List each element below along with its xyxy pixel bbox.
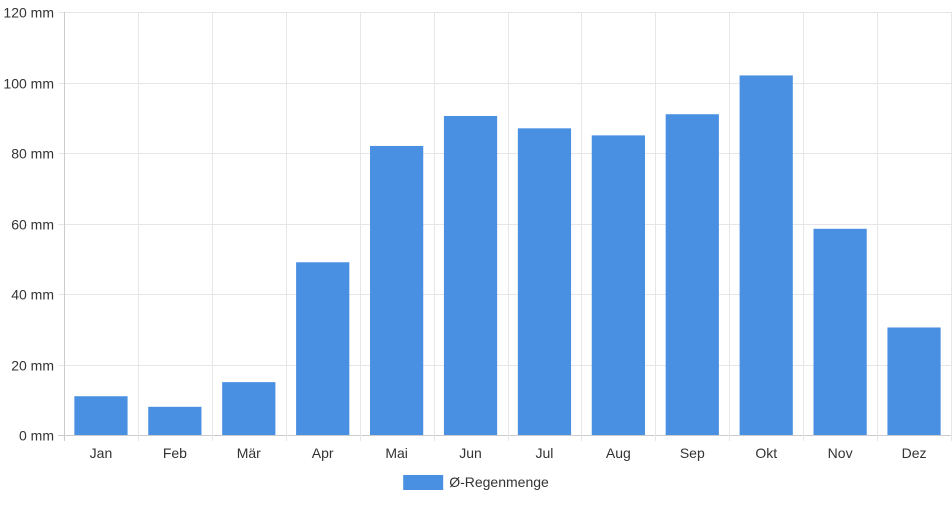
bar-Jul [517,128,572,435]
x-tick-label: Sep [680,445,705,461]
bar-Jan [74,396,128,435]
legend: Ø-Regenmenge [403,474,549,490]
bar-Feb [148,406,202,435]
bar-Mär [222,382,276,436]
x-tick-label: Aug [606,445,631,461]
x-tick-label: Mär [237,445,261,461]
x-tick-label: Apr [312,445,334,461]
bar-Aug [591,135,645,436]
x-tick-label: Dez [902,445,927,461]
axis-layer: 0 mm 20 mm 40 mm 60 mm 80 mm 100 mm 120 mm Jan F… [3,5,926,462]
x-tick-label: Mai [385,445,408,461]
legend-label: Ø-Regenmenge [449,474,549,490]
bar-Mai [370,145,424,435]
bar-Nov [813,228,867,435]
grid-layer [58,12,952,441]
y-tick-label: 120 mm [3,5,54,21]
legend-swatch [403,475,444,490]
x-tick-label: Okt [755,445,777,461]
x-tick-label: Jul [536,445,554,461]
bars-layer [74,75,941,436]
y-tick-label: 60 mm [11,217,54,233]
x-tick-label: Jun [459,445,482,461]
y-tick-label: 80 mm [11,146,54,162]
bar-Okt [739,75,793,435]
x-tick-label: Jan [90,445,113,461]
y-tick-label: 100 mm [3,76,54,92]
y-tick-label: 20 mm [11,358,54,374]
x-tick-label: Nov [828,445,853,461]
bar-Apr [296,262,350,435]
x-tick-label: Feb [163,445,187,461]
bar-Jun [443,115,498,436]
bar-Sep [665,114,719,435]
y-tick-label: 40 mm [11,287,54,303]
y-tick-label: 0 mm [19,428,54,444]
bar-Dez [887,327,941,435]
